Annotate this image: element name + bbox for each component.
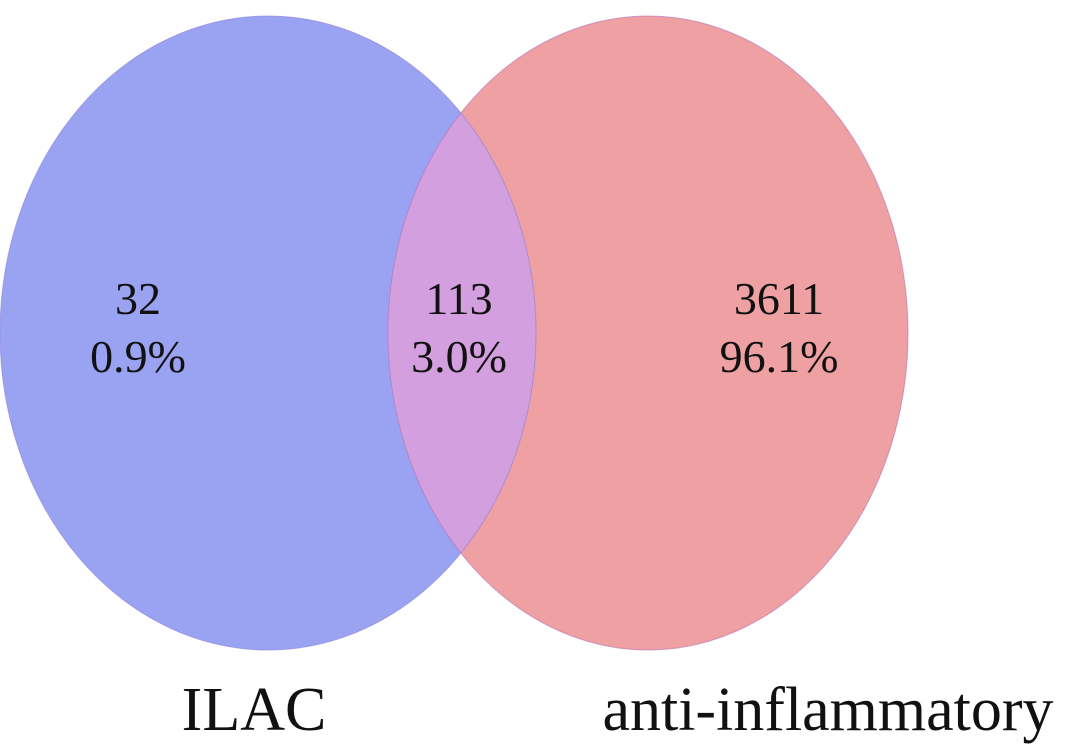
- anti-inflammatory-set-outline: [387, 15, 909, 651]
- right-only-percent: 96.1%: [720, 331, 839, 382]
- ilac-set-label: ILAC: [182, 676, 327, 744]
- anti-inflammatory-set-circle: [388, 16, 908, 650]
- right-only-count: 3611: [734, 273, 824, 324]
- intersection-percent: 3.0%: [411, 331, 507, 382]
- anti-inflammatory-set-label: anti-inflammatory: [602, 676, 1053, 744]
- ilac-set-circle: [0, 16, 536, 650]
- left-only-percent: 0.9%: [90, 331, 186, 382]
- ilac-set-outline: [0, 15, 537, 651]
- intersection-count: 113: [425, 273, 492, 324]
- left-only-count: 32: [115, 273, 161, 324]
